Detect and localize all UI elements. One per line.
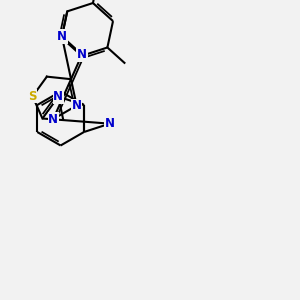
Text: N: N bbox=[105, 117, 115, 130]
Text: N: N bbox=[72, 99, 82, 112]
Text: N: N bbox=[77, 48, 87, 61]
Text: S: S bbox=[28, 90, 37, 103]
Text: N: N bbox=[57, 30, 67, 43]
Text: N: N bbox=[53, 90, 63, 103]
Text: N: N bbox=[48, 112, 58, 126]
